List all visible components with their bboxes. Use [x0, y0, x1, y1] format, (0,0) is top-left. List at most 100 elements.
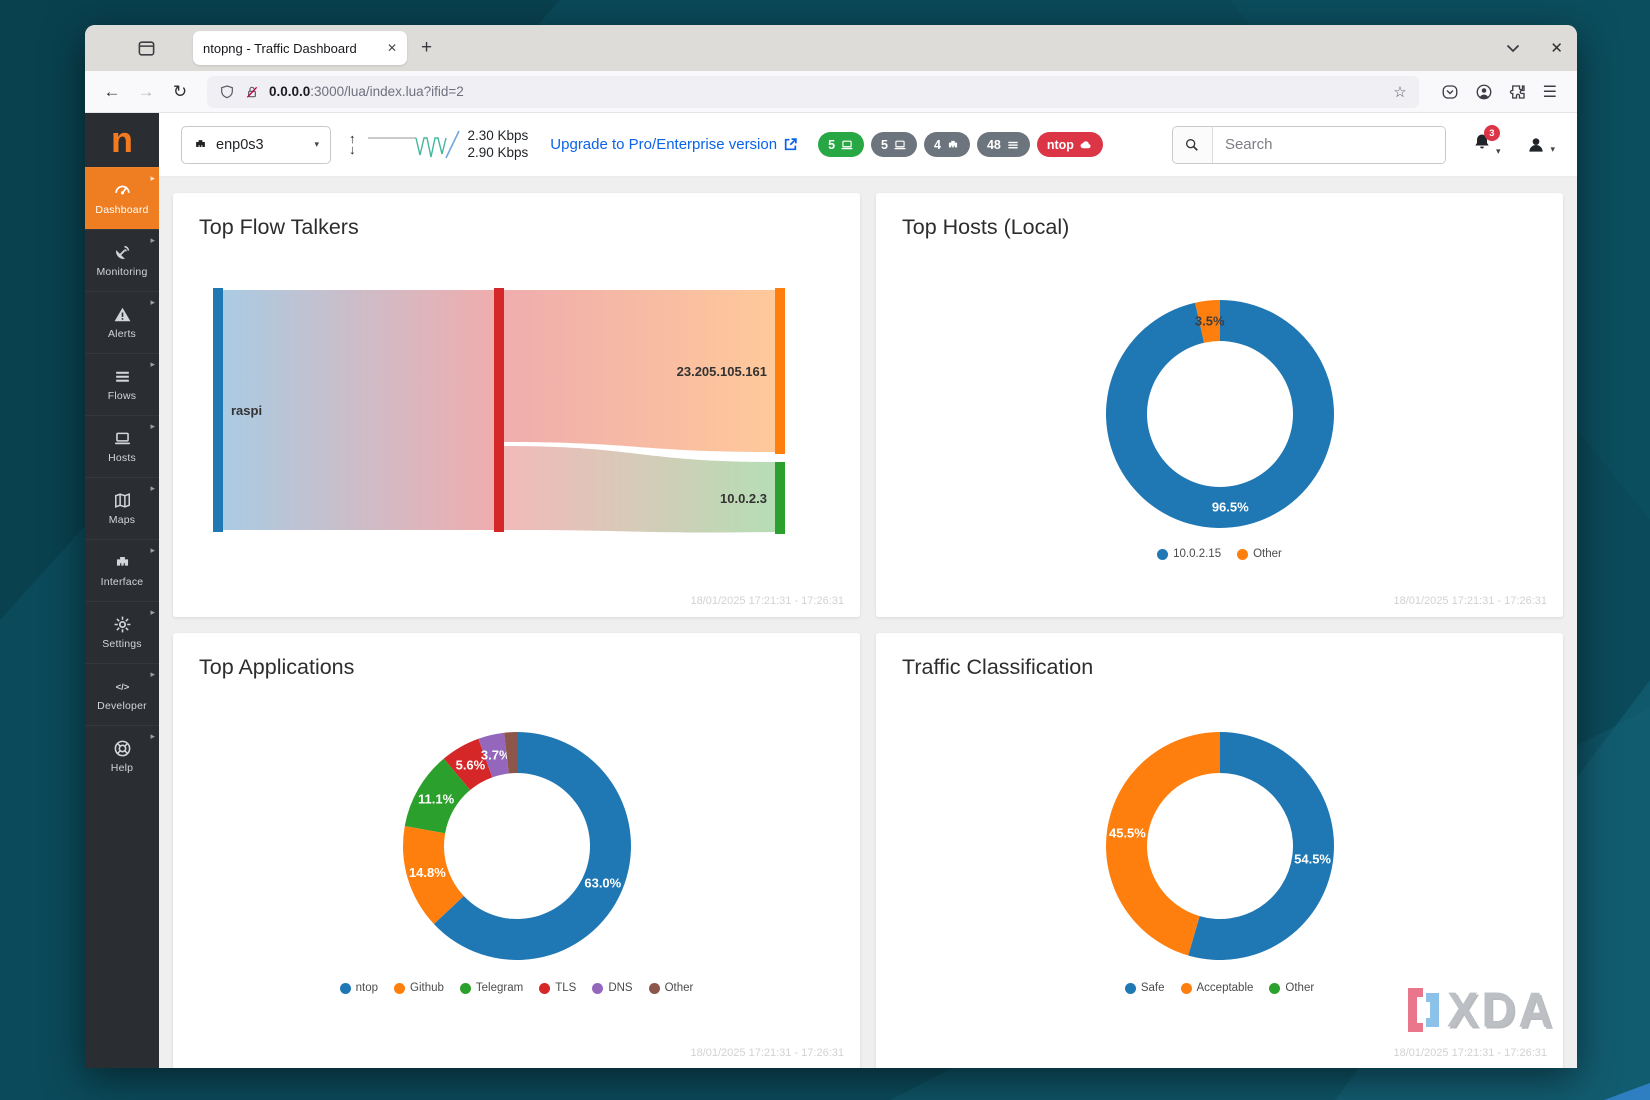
interface-selector[interactable]: enp0s3 ▾	[181, 125, 331, 164]
legend-item-Other[interactable]: Other	[648, 982, 693, 994]
insecure-lock-icon[interactable]	[244, 84, 260, 100]
new-tab-button[interactable]: +	[421, 37, 433, 58]
sidebar-item-developer[interactable]: ▸ </> Developer	[85, 663, 159, 725]
search-box	[1171, 125, 1446, 164]
donut-slice-Github	[402, 826, 464, 925]
notifications-button[interactable]: 3 ▾	[1472, 125, 1500, 157]
legend-item-Telegram[interactable]: Telegram	[459, 982, 523, 994]
badge-4[interactable]: 4	[923, 132, 970, 157]
window-close-button[interactable]: ✕	[1550, 40, 1563, 57]
donut-percentage-label: 63.0%	[584, 876, 621, 891]
firefox-view-icon[interactable]	[131, 33, 161, 63]
badge-5[interactable]: 5	[818, 132, 865, 157]
sidebar-items: ▸ Dashboard ▸ Monitoring ▸ Alerts ▸ Flows ▸ Hosts…	[85, 167, 159, 787]
sidebar-item-maps[interactable]: ▸ Maps	[85, 477, 159, 539]
legend-item-Github[interactable]: Github	[394, 982, 444, 994]
map-icon	[113, 491, 132, 510]
satellite-dish-icon	[113, 243, 132, 262]
url-bar[interactable]: 0.0.0.0:3000/lua/index.lua?ifid=2 ☆	[207, 75, 1419, 108]
extensions-puzzle-icon[interactable]	[1509, 83, 1527, 101]
legend-item-10.0.2.15[interactable]: 10.0.2.15	[1157, 548, 1221, 560]
flows-bars-icon	[113, 367, 132, 386]
legend-item-Acceptable[interactable]: Acceptable	[1180, 982, 1253, 994]
user-menu-button[interactable]: ▾	[1526, 135, 1555, 155]
shield-icon[interactable]	[219, 84, 235, 100]
chart-legend: ntop Github Telegram TLS DNS Other	[339, 982, 693, 994]
sidebar-item-settings[interactable]: ▸ Settings	[85, 601, 159, 663]
card-title: Traffic Classification	[902, 655, 1094, 679]
url-text: 0.0.0.0:3000/lua/index.lua?ifid=2	[269, 84, 464, 99]
ethernet-icon	[196, 140, 205, 147]
legend-dot	[648, 982, 660, 994]
sidebar-item-flows[interactable]: ▸ Flows	[85, 353, 159, 415]
chevron-right-icon: ▸	[150, 607, 155, 617]
sidebar-item-monitoring[interactable]: ▸ Monitoring	[85, 229, 159, 291]
card-timestamp: 18/01/2025 17:21:31 - 17:26:31	[690, 595, 844, 607]
donut-slice-TLS	[443, 738, 492, 791]
sankey-node-raspi[interactable]	[213, 288, 223, 532]
legend-item-Other[interactable]: Other	[1237, 548, 1282, 560]
menu-hamburger-icon[interactable]: ☰	[1542, 83, 1557, 101]
reload-icon[interactable]: ↻	[165, 77, 195, 107]
watermark-text: XDA	[1447, 981, 1556, 1038]
tab-list-chevron-icon[interactable]	[1506, 41, 1520, 56]
chevron-right-icon: ▸	[150, 545, 155, 555]
chevron-right-icon: ▸	[150, 731, 155, 741]
donut-slice-Other	[503, 732, 517, 774]
sidebar-item-interface[interactable]: ▸ Interface	[85, 539, 159, 601]
sankey-node-local-host[interactable]	[775, 462, 785, 534]
badge-ntop[interactable]: ntop	[1036, 132, 1103, 157]
sidebar-item-dashboard[interactable]: ▸ Dashboard	[85, 167, 159, 229]
badge-48[interactable]: 48	[976, 132, 1030, 157]
sankey-node-remote-host[interactable]	[775, 288, 785, 454]
badge-5[interactable]: 5	[871, 132, 917, 157]
ntop-logo[interactable]: n	[111, 119, 133, 160]
cloud-icon	[1079, 138, 1093, 152]
card-timestamp: 18/01/2025 17:21:31 - 17:26:31	[1393, 1047, 1547, 1059]
donut-percentage-label: 14.8%	[408, 865, 445, 880]
top-navbar: enp0s3 ▾ ↑ ↓ 2.30 Kbps 2.90 Kbps	[159, 113, 1577, 177]
sankey-link	[223, 290, 494, 530]
tab-title: ntopng - Traffic Dashboard	[203, 40, 357, 56]
sidebar-item-hosts[interactable]: ▸ Hosts	[85, 415, 159, 477]
chevron-right-icon: ▸	[150, 669, 155, 679]
legend-item-Other[interactable]: Other	[1269, 982, 1314, 994]
svg-text:</>: </>	[115, 682, 129, 693]
upgrade-link[interactable]: Upgrade to Pro/Enterprise version	[550, 136, 798, 153]
sankey-node-center[interactable]	[494, 288, 504, 532]
legend-dot	[1157, 548, 1169, 560]
back-icon[interactable]: ←	[97, 77, 127, 107]
sidebar-item-help[interactable]: ▸ Help	[85, 725, 159, 787]
card-timestamp: 18/01/2025 17:21:31 - 17:26:31	[690, 1047, 844, 1059]
card-traffic-classification: Traffic Classification 54.5% 45.5% Safe Ac…	[876, 633, 1563, 1068]
legend-item-DNS[interactable]: DNS	[592, 982, 633, 994]
legend-label: TLS	[555, 982, 577, 994]
donut-percentage-label: 3.5%	[1194, 314, 1224, 329]
sidebar-item-label: Hosts	[108, 452, 136, 464]
chart-legend: 10.0.2.15 Other	[1157, 548, 1282, 560]
life-ring-icon	[113, 739, 132, 758]
legend-item-Safe[interactable]: Safe	[1124, 982, 1165, 994]
search-input[interactable]	[1212, 126, 1445, 163]
interface-name: enp0s3	[216, 136, 264, 153]
sankey-label-remote-host: 23.205.105.161	[677, 364, 767, 379]
bookmark-star-icon[interactable]: ☆	[1393, 83, 1407, 101]
legend-dot	[394, 982, 406, 994]
pocket-icon[interactable]	[1441, 83, 1459, 101]
chevron-right-icon: ▸	[150, 235, 155, 245]
legend-item-TLS[interactable]: TLS	[539, 982, 576, 994]
account-icon[interactable]	[1475, 83, 1493, 101]
notification-count-badge: 3	[1483, 125, 1500, 141]
forward-icon[interactable]: →	[131, 77, 161, 107]
sidebar-item-alerts[interactable]: ▸ Alerts	[85, 291, 159, 353]
legend-item-ntop[interactable]: ntop	[339, 982, 378, 994]
browser-tab[interactable]: ntopng - Traffic Dashboard ✕	[193, 31, 407, 65]
tab-close-icon[interactable]: ✕	[386, 41, 397, 55]
sankey-label-raspi: raspi	[231, 403, 262, 418]
gauge-icon	[113, 181, 132, 200]
chevron-down-icon: ▾	[1550, 143, 1555, 154]
donut-percentage-label: 96.5%	[1211, 499, 1248, 514]
legend-label: Safe	[1140, 982, 1165, 994]
sidebar-item-label: Dashboard	[95, 204, 149, 216]
